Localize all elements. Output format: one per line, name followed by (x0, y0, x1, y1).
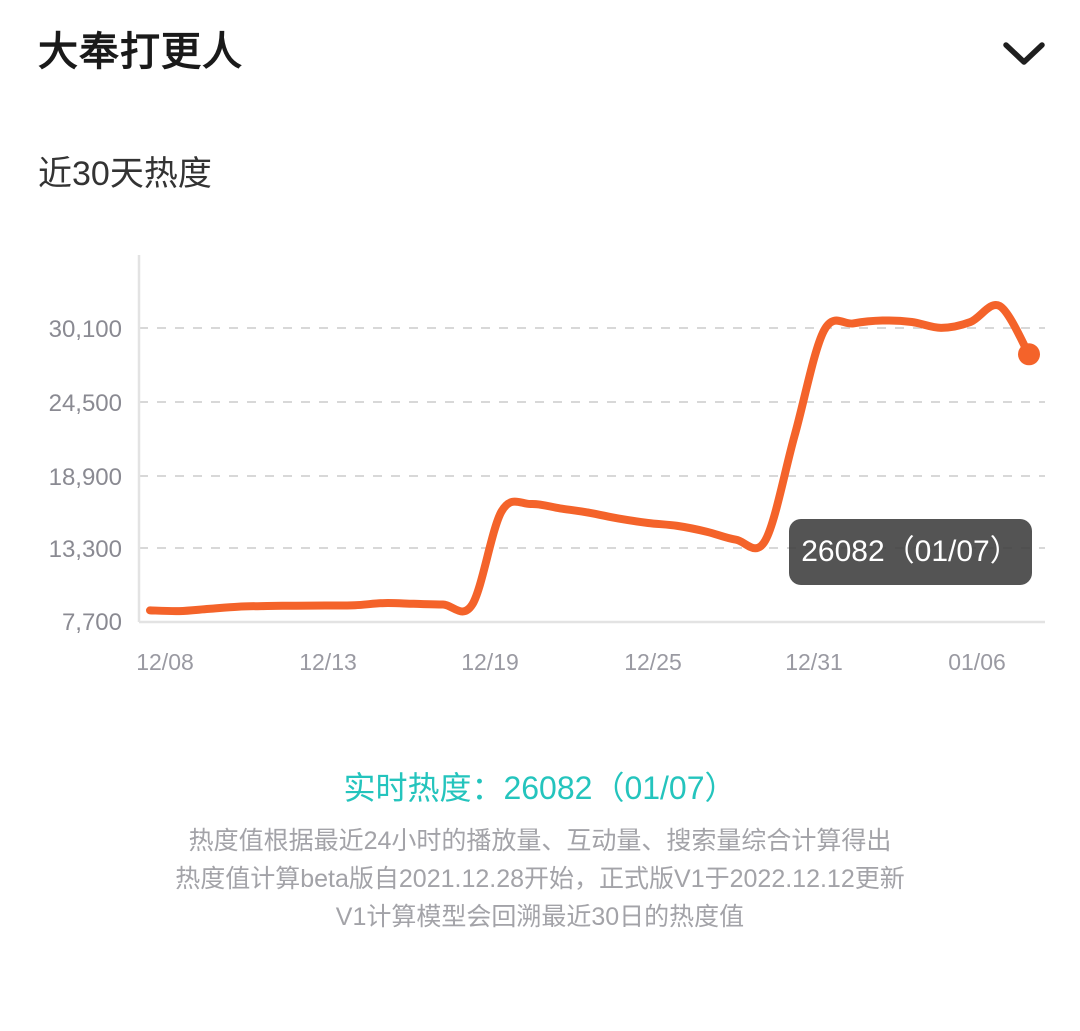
chevron-down-icon (1002, 40, 1046, 68)
chart-canvas: 30,100 24,500 18,900 13,300 7,700 12/08 … (49, 255, 1045, 675)
heat-trend-chart[interactable]: 30,100 24,500 18,900 13,300 7,700 12/08 … (0, 230, 1080, 690)
chart-gridlines (139, 327, 1045, 549)
heat-series-line (146, 301, 1033, 616)
y-tick-label: 18,900 (49, 464, 122, 491)
x-tick-label: 12/13 (299, 649, 357, 675)
chart-y-axis-labels: 30,100 24,500 18,900 13,300 7,700 (49, 316, 122, 636)
x-tick-label: 12/08 (136, 649, 194, 675)
footnote-line: V1计算模型会回溯最近30日的热度值 (335, 903, 745, 931)
realtime-heat-value: 实时热度：26082（01/07） (343, 770, 737, 806)
page-title: 大奉打更人 (38, 30, 243, 74)
x-tick-label: 01/06 (948, 649, 1006, 675)
y-tick-label: 24,500 (49, 390, 122, 417)
x-tick-label: 12/31 (785, 649, 843, 675)
chart-x-axis-labels: 12/08 12/13 12/19 12/25 12/31 01/06 (136, 649, 1006, 675)
footnotes: 热度值根据最近24小时的播放量、互动量、搜索量综合计算得出 热度值计算beta版… (0, 822, 1080, 936)
chart-axes (137, 255, 1045, 624)
x-tick-label: 12/19 (461, 649, 519, 675)
x-tick-label: 12/25 (624, 649, 682, 675)
footnote-line: 热度值根据最近24小时的播放量、互动量、搜索量综合计算得出 (188, 827, 892, 855)
footnote-line: 热度值计算beta版自2021.12.28开始，正式版V1于2022.12.12… (175, 865, 905, 893)
collapse-toggle-button[interactable] (998, 28, 1050, 80)
section-title: 近30天热度 (38, 155, 212, 193)
series-endpoint-marker[interactable] (1018, 343, 1040, 366)
y-tick-label: 13,300 (49, 536, 122, 563)
header: 大奉打更人 (0, 0, 1080, 110)
y-tick-label: 30,100 (49, 316, 122, 343)
y-tick-label: 7,700 (62, 609, 122, 636)
